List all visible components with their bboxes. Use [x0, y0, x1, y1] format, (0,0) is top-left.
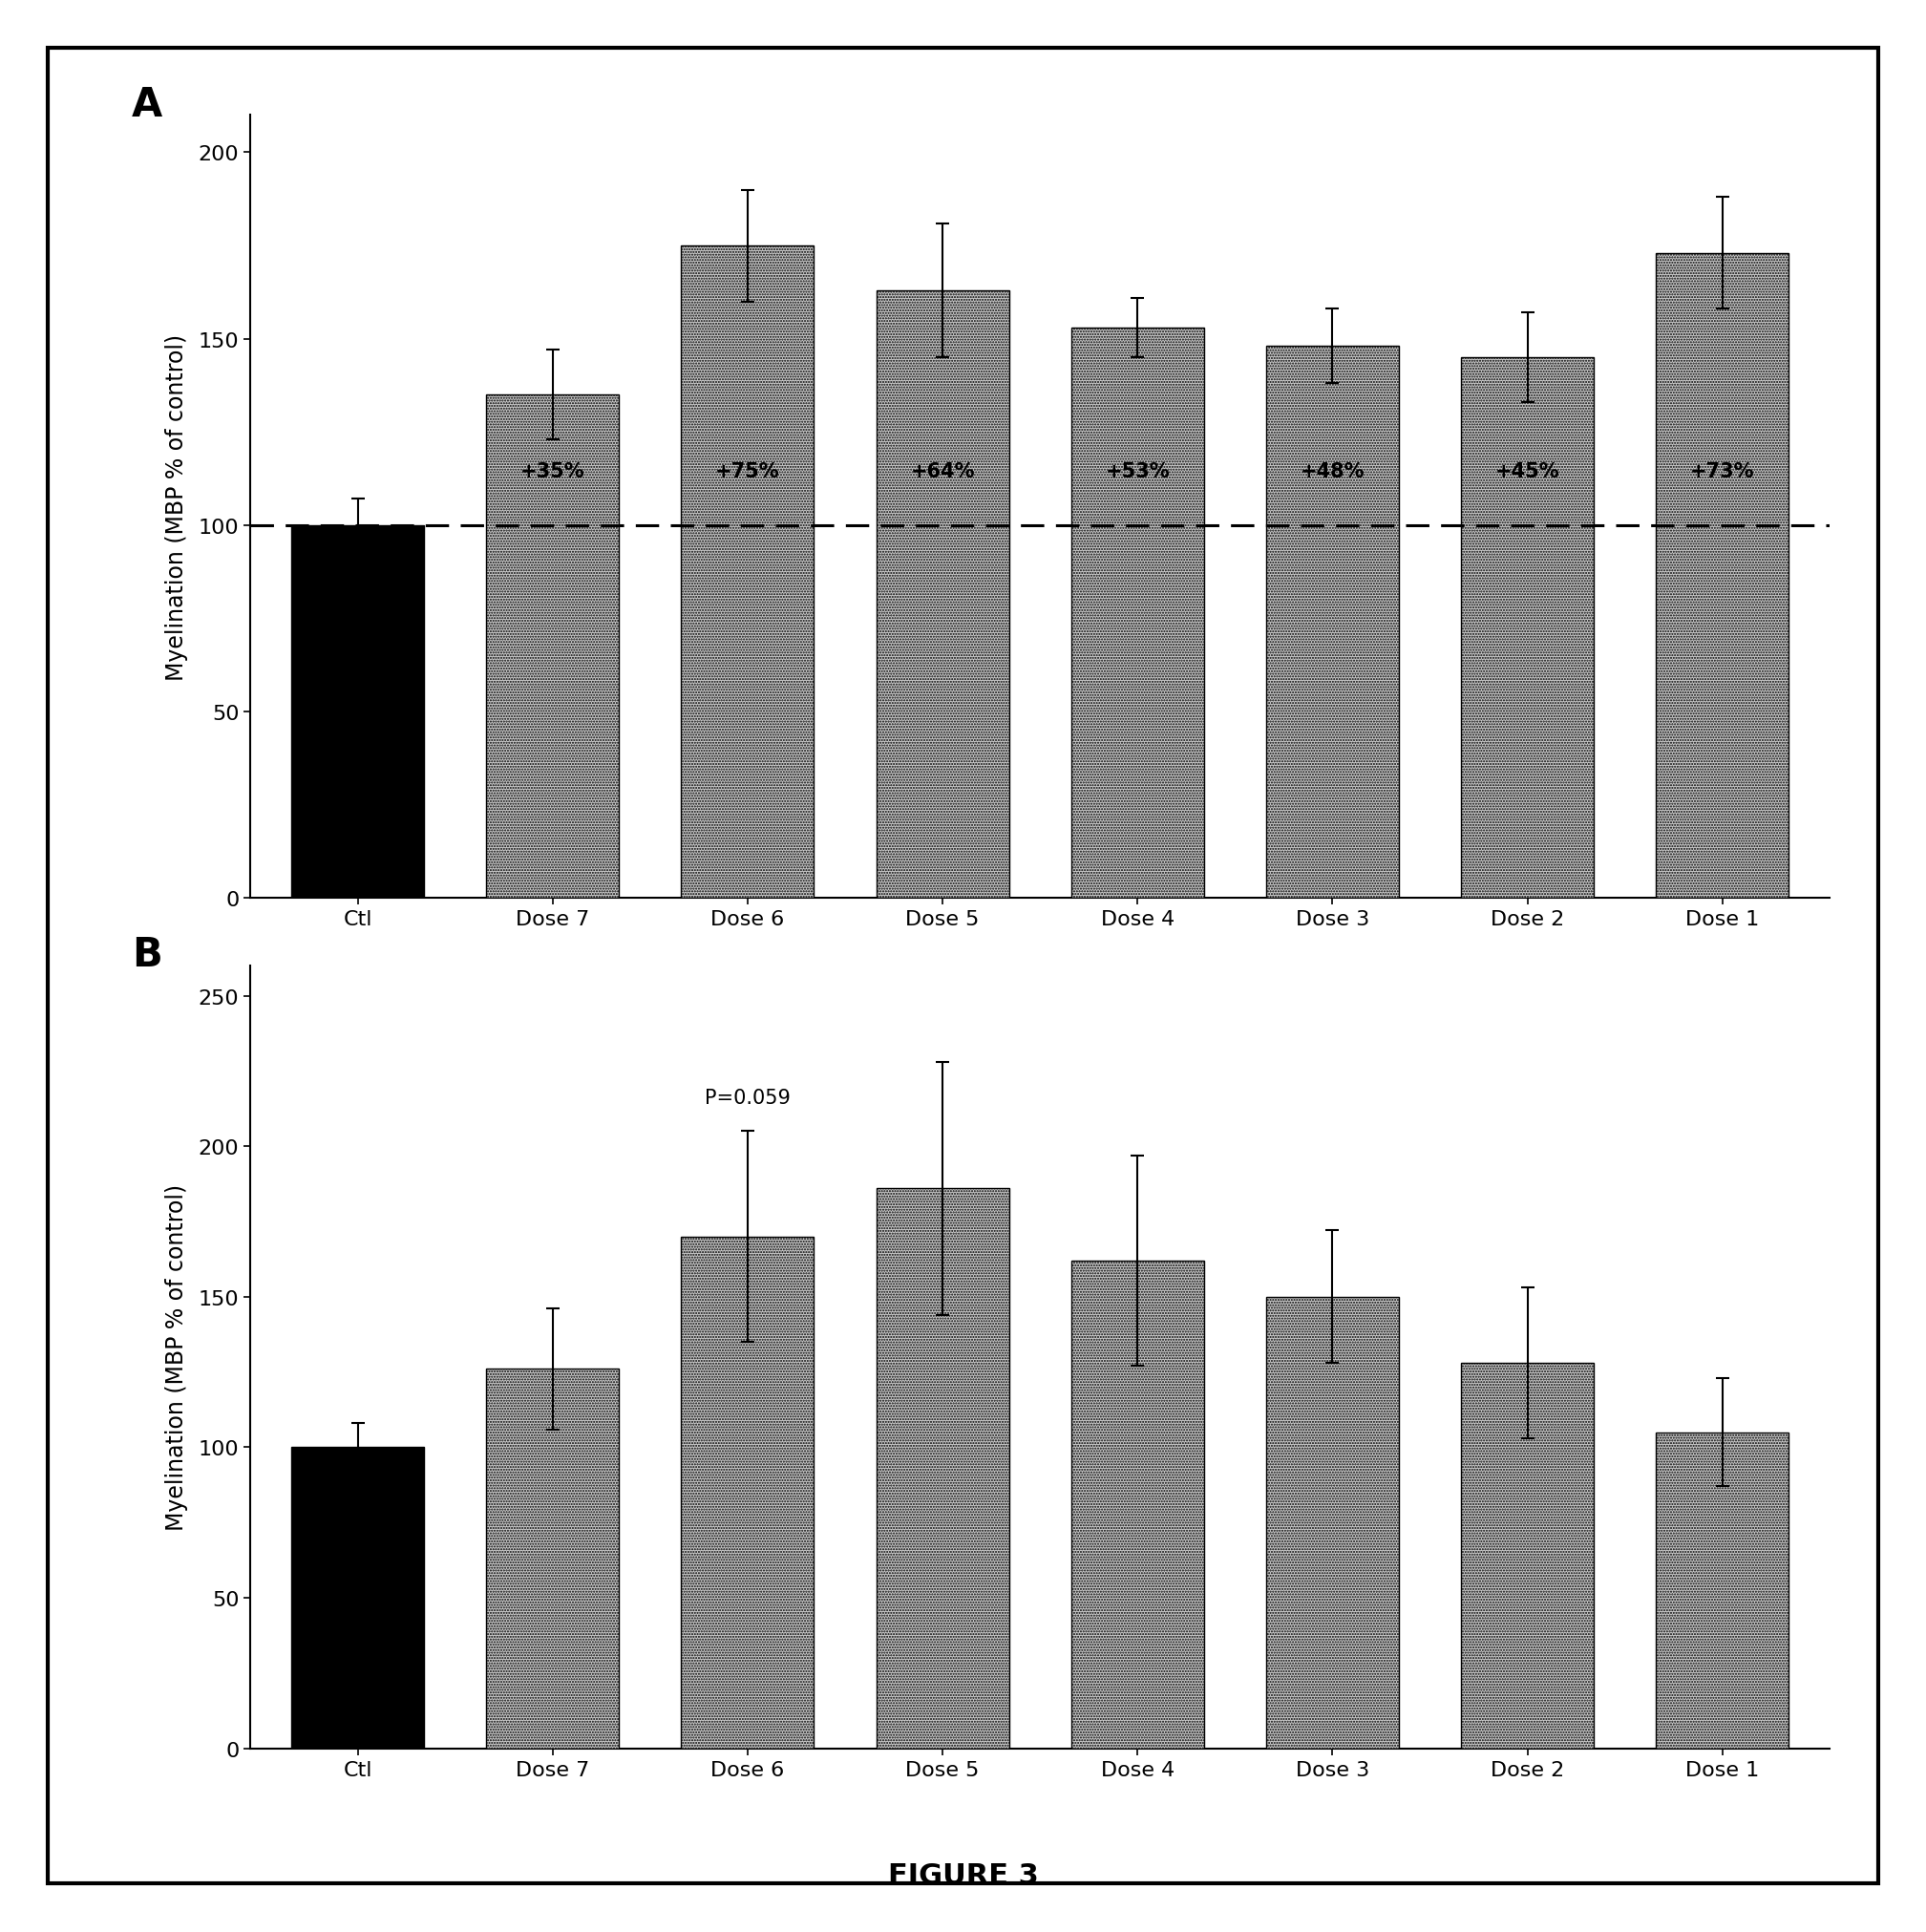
Bar [291, 1447, 424, 1748]
Bar [682, 1236, 815, 1748]
Bar [876, 292, 1009, 898]
Bar [485, 396, 618, 898]
Bar [876, 1188, 1009, 1748]
Text: P=0.059: P=0.059 [705, 1088, 790, 1107]
Bar [1265, 1296, 1398, 1748]
Text: +73%: +73% [1691, 462, 1755, 481]
Bar [291, 526, 424, 898]
Bar [1656, 1432, 1789, 1748]
Bar [1265, 348, 1398, 898]
Text: +53%: +53% [1106, 462, 1169, 481]
Bar [1071, 1262, 1204, 1748]
Text: +35%: +35% [520, 462, 586, 481]
Text: FIGURE 3: FIGURE 3 [888, 1862, 1038, 1889]
Text: +45%: +45% [1495, 462, 1560, 481]
Bar [682, 245, 815, 898]
Y-axis label: Myelination (MBP % of control): Myelination (MBP % of control) [166, 1184, 189, 1530]
Bar [1071, 328, 1204, 898]
Text: +75%: +75% [715, 462, 780, 481]
Bar [1656, 253, 1789, 898]
Text: +64%: +64% [911, 462, 975, 481]
Text: B: B [131, 935, 162, 976]
Y-axis label: Myelination (MBP % of control): Myelination (MBP % of control) [166, 334, 189, 680]
Text: A: A [131, 85, 162, 126]
Bar [1462, 357, 1595, 898]
Bar [485, 1370, 618, 1748]
Bar [1462, 1364, 1595, 1748]
Text: +48%: +48% [1300, 462, 1366, 481]
